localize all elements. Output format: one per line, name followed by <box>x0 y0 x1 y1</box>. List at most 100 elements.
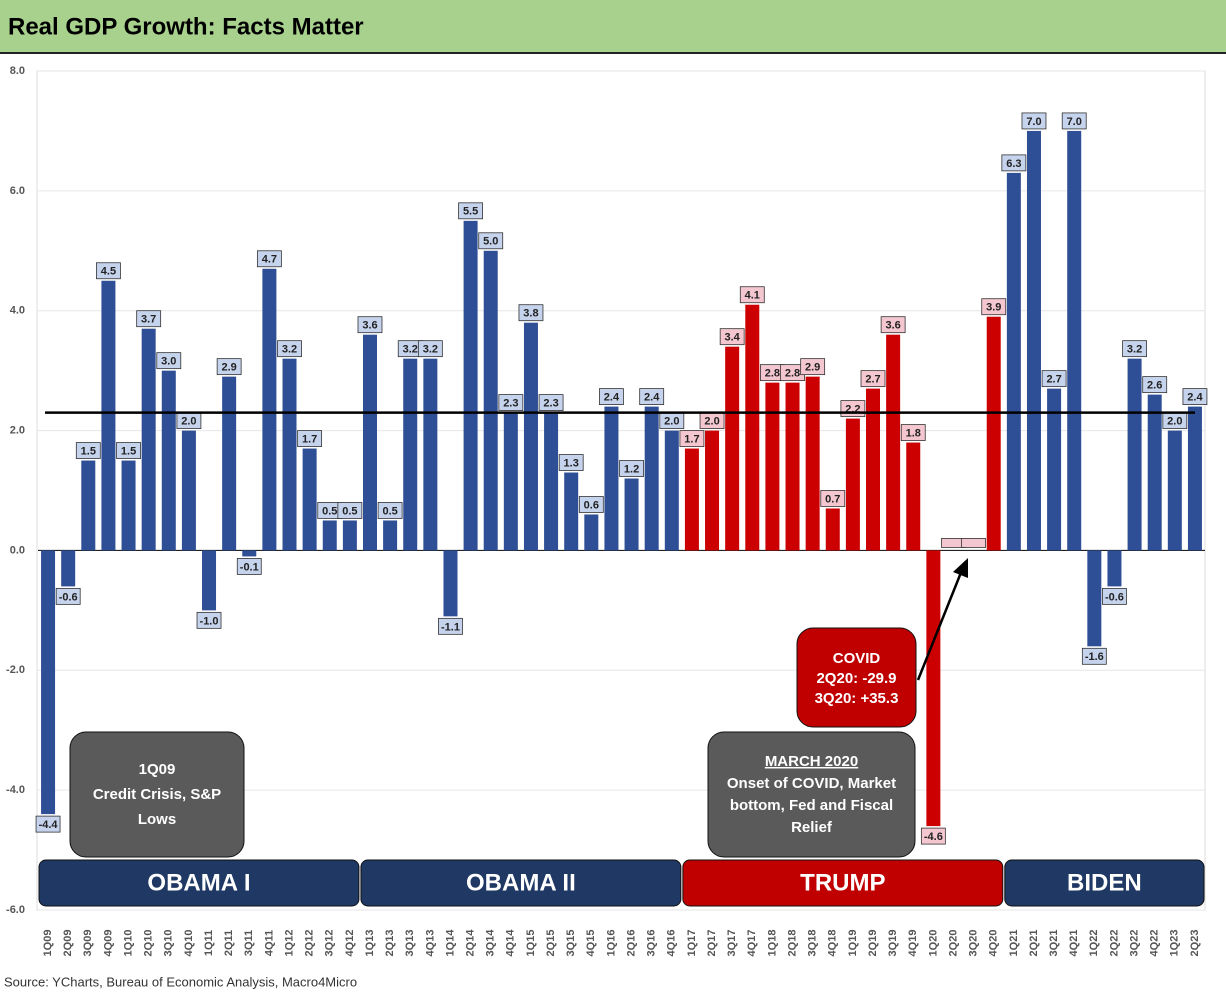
x-tick-label: 2Q18 <box>786 930 798 957</box>
value-label: 0.5 <box>382 505 397 517</box>
value-label: 2.7 <box>1046 374 1061 386</box>
x-tick-label: 3Q09 <box>82 930 94 957</box>
value-label-box <box>800 358 826 376</box>
x-tick-label: 2Q19 <box>867 930 879 957</box>
bar <box>383 520 398 551</box>
x-tick-label: 2Q13 <box>384 930 396 957</box>
value-label: 3.2 <box>1127 344 1142 356</box>
bar <box>61 550 76 587</box>
value-label-box <box>1001 154 1027 172</box>
bar <box>362 334 377 551</box>
bar <box>886 334 901 551</box>
value-label: 1.5 <box>121 445 136 457</box>
x-tick-label: 2Q15 <box>545 930 557 957</box>
x-tick-label: 2Q16 <box>625 930 637 957</box>
x-tick-label: 3Q17 <box>726 930 738 957</box>
value-label-box <box>920 827 946 845</box>
annotation-text: Lows <box>138 811 176 828</box>
bar <box>463 220 478 551</box>
annotation-text: Relief <box>791 819 833 836</box>
term-label: OBAMA I <box>147 869 250 896</box>
value-label: 2.0 <box>1167 415 1182 427</box>
value-label: 4.1 <box>745 290 760 302</box>
bar <box>644 406 659 551</box>
value-label: 2.3 <box>543 397 558 409</box>
value-label-box <box>679 430 705 447</box>
x-tick-label: 3Q18 <box>807 930 819 957</box>
y-tick-label: 4.0 <box>10 305 25 317</box>
bar <box>41 550 56 815</box>
value-label-box <box>297 430 323 447</box>
bar <box>1147 394 1162 551</box>
bar <box>1067 130 1082 551</box>
value-label: 0.5 <box>322 505 337 517</box>
value-label-box <box>1021 112 1047 130</box>
x-tick-label: 4Q11 <box>263 930 275 956</box>
value-label: -4.4 <box>39 819 59 831</box>
x-tick-label: 4Q18 <box>827 930 839 957</box>
value-label-box <box>96 262 121 280</box>
value-label-box <box>860 370 886 388</box>
bar <box>403 358 418 551</box>
value-label: 2.0 <box>181 415 196 427</box>
bar <box>604 406 619 551</box>
bar <box>906 442 921 551</box>
bar <box>624 478 639 551</box>
value-label: 5.0 <box>483 236 498 248</box>
value-label-box <box>55 587 81 605</box>
value-label: 2.4 <box>1187 392 1203 404</box>
x-tick-label: 1Q12 <box>283 930 295 957</box>
bar <box>1087 550 1102 647</box>
x-tick-label: 4Q12 <box>344 930 356 957</box>
x-tick-label: 2Q14 <box>465 929 477 957</box>
bar <box>202 550 217 611</box>
header-bar <box>0 0 1226 52</box>
source: Source: YCharts, Bureau of Economic Anal… <box>4 974 357 989</box>
x-tick-label: 1Q10 <box>122 930 134 957</box>
value-label: 0.7 <box>825 493 840 505</box>
bar <box>161 370 176 551</box>
bar <box>101 280 116 551</box>
bar <box>262 268 277 551</box>
x-tick-label: 3Q20 <box>968 930 980 957</box>
value-label-box <box>599 388 624 406</box>
x-tick-label: 4Q14 <box>505 929 517 957</box>
bar <box>443 550 458 617</box>
value-label: 2.4 <box>644 392 660 404</box>
value-label-box <box>1142 376 1168 394</box>
bar <box>1187 406 1202 551</box>
value-label: 6.3 <box>1006 158 1021 170</box>
x-tick-label: 4Q22 <box>1149 930 1161 957</box>
bar <box>242 550 257 557</box>
value-label: -0.1 <box>240 561 259 573</box>
x-tick-label: 3Q13 <box>404 930 416 957</box>
bar <box>141 328 156 551</box>
value-label-box <box>277 340 302 358</box>
annotation-text: 3Q20: +35.3 <box>815 690 899 707</box>
x-tick-label: 2Q10 <box>143 930 155 957</box>
value-label: 3.6 <box>885 320 900 332</box>
y-tick-label: -4.0 <box>6 784 25 796</box>
bar <box>1006 172 1021 551</box>
bar <box>81 460 96 551</box>
value-label: -1.6 <box>1085 651 1104 663</box>
x-tick-label: 4Q21 <box>1068 930 1080 957</box>
x-tick-label: 1Q16 <box>605 930 617 957</box>
value-label-box <box>498 394 524 411</box>
bar <box>342 520 357 551</box>
bar <box>805 376 820 551</box>
annotation-text: 1Q09 <box>139 761 176 778</box>
x-tick-label: 3Q15 <box>565 930 577 957</box>
value-label-box <box>417 340 443 358</box>
value-label: 2.0 <box>664 415 679 427</box>
x-tick-label: 3Q11 <box>243 930 255 956</box>
value-label: 0.6 <box>584 499 599 511</box>
bar <box>282 358 297 551</box>
value-label: 1.2 <box>624 463 639 475</box>
annotation-text: COVID <box>833 650 881 667</box>
chart-title: Real GDP Growth: Facts Matter <box>8 13 364 40</box>
value-label: 3.8 <box>523 308 538 320</box>
value-label-box <box>639 388 665 406</box>
value-label-box <box>75 442 101 459</box>
